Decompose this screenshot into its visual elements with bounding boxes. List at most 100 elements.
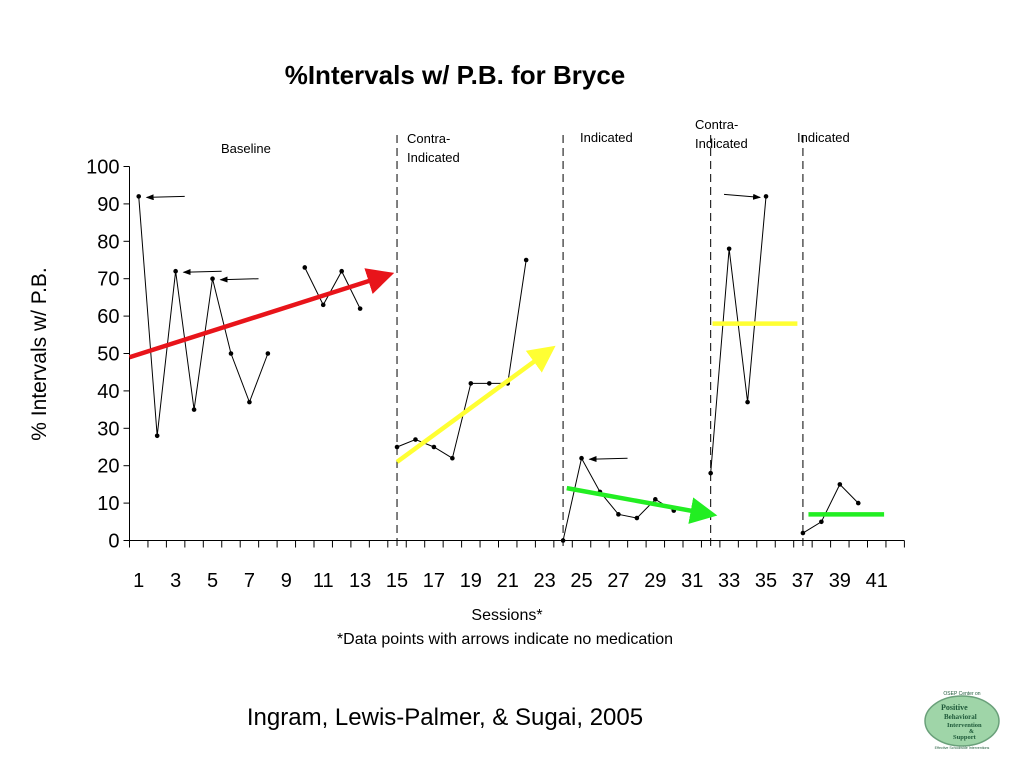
y-tick-label: 100 — [86, 157, 119, 179]
x-tick-label: 13 — [349, 570, 371, 592]
x-tick-label: 39 — [829, 570, 851, 592]
x-tick-label: 29 — [644, 570, 666, 592]
no-medication-arrow — [145, 194, 185, 201]
y-tick-label: 20 — [97, 456, 119, 478]
data-point — [855, 500, 861, 506]
x-tick-label: 41 — [866, 570, 888, 592]
phase-label-contra-indicated-2: Contra- Indicated — [695, 117, 748, 151]
data-point — [837, 482, 843, 487]
y-tick-label: 10 — [97, 493, 119, 515]
data-point — [173, 268, 178, 274]
x-tick-label: 17 — [423, 570, 445, 592]
phase-label-indicated-1: Indicated — [580, 130, 633, 145]
data-point — [634, 515, 640, 521]
x-tick-label: 3 — [170, 570, 181, 592]
x-tick-label: 19 — [460, 570, 482, 592]
no-medication-arrow — [723, 193, 762, 200]
y-tick-label: 0 — [108, 531, 119, 553]
logo-background — [924, 695, 1000, 747]
series-line — [710, 196, 767, 474]
logo-line-3: Intervention — [947, 722, 982, 729]
logo-line-5: Support — [953, 734, 977, 741]
data-point — [247, 399, 252, 405]
data-point — [763, 194, 769, 199]
data-point — [708, 470, 713, 476]
data-point — [486, 381, 492, 386]
data-point — [302, 265, 308, 270]
phase-label-baseline: Baseline — [221, 141, 271, 156]
data-point — [228, 351, 234, 356]
data-point — [154, 433, 160, 439]
trend-line — [128, 268, 395, 360]
y-axis-label: % Intervals w/ P.B. — [28, 267, 51, 441]
data-point — [560, 538, 566, 543]
logo-header: OSEP Center on — [943, 691, 980, 697]
data-point — [394, 444, 400, 450]
data-point — [468, 381, 474, 386]
x-tick-label: 1 — [133, 570, 144, 592]
data-point — [136, 194, 142, 199]
x-tick-label: 25 — [570, 570, 592, 592]
logo-line-4: & — [969, 729, 974, 735]
no-medication-arrows — [145, 193, 762, 463]
x-tick-label: 21 — [497, 570, 519, 592]
data-point — [579, 455, 584, 461]
data-point — [210, 276, 215, 282]
x-tick-label: 5 — [207, 570, 218, 592]
y-tick-label: 60 — [97, 306, 119, 328]
trend-lines — [128, 268, 885, 524]
phase-change-lines — [396, 135, 804, 549]
data-series — [136, 194, 861, 543]
y-tick-label: 50 — [97, 344, 119, 366]
chart-title: %Intervals w/ P.B. for Bryce — [284, 60, 626, 90]
x-tick-label: 15 — [386, 570, 408, 592]
data-point — [653, 497, 658, 502]
data-point — [616, 512, 621, 517]
data-point — [523, 257, 529, 263]
data-point — [413, 437, 418, 442]
no-medication-arrow — [182, 269, 222, 276]
x-axis-label: Sessions* — [471, 607, 543, 624]
phase-label-indicated-2: Indicated — [797, 130, 850, 145]
data-point — [800, 530, 806, 536]
y-tick-label: 30 — [97, 418, 119, 440]
logo-footer: Effective Schoolwide Interventions — [935, 746, 990, 750]
series-line — [802, 483, 859, 534]
data-point — [726, 246, 732, 252]
x-tick-label: 31 — [681, 570, 703, 592]
x-tick-label: 9 — [281, 570, 292, 592]
citation: Ingram, Lewis-Palmer, & Sugai, 2005 — [246, 704, 644, 731]
data-point — [819, 519, 824, 525]
data-point — [450, 455, 455, 461]
y-tick-label: 40 — [97, 381, 119, 403]
series-line — [396, 259, 527, 460]
footnote: *Data points with arrows indicate no med… — [336, 631, 674, 648]
y-tick-label: 70 — [97, 269, 119, 291]
data-point — [265, 351, 271, 356]
x-tick-label: 37 — [792, 570, 814, 592]
trend-line — [566, 485, 718, 524]
x-tick-label: 33 — [718, 570, 740, 592]
data-point — [745, 399, 750, 405]
trend-line — [395, 345, 556, 464]
data-point — [191, 407, 197, 412]
data-point — [431, 444, 437, 450]
logo-line-2: Behavioral — [944, 713, 977, 721]
phase-label-contra-indicated-1: Contra- Indicated — [407, 131, 460, 165]
logo-line-1: Positive — [941, 703, 968, 712]
x-tick-label: 35 — [755, 570, 777, 592]
pbis-logo: OSEP Center on Positive Behavioral Inter… — [924, 691, 1000, 750]
series-line — [138, 196, 269, 436]
x-tick-label: 27 — [607, 570, 629, 592]
x-tick-label: 11 — [313, 570, 334, 592]
data-point — [320, 302, 326, 308]
x-tick-label: 7 — [244, 570, 255, 592]
data-point — [339, 268, 344, 274]
y-tick-label: 90 — [97, 194, 119, 216]
series-line — [304, 267, 361, 309]
y-tick-label: 80 — [97, 231, 119, 253]
data-point — [357, 306, 363, 311]
no-medication-arrow — [588, 456, 628, 463]
